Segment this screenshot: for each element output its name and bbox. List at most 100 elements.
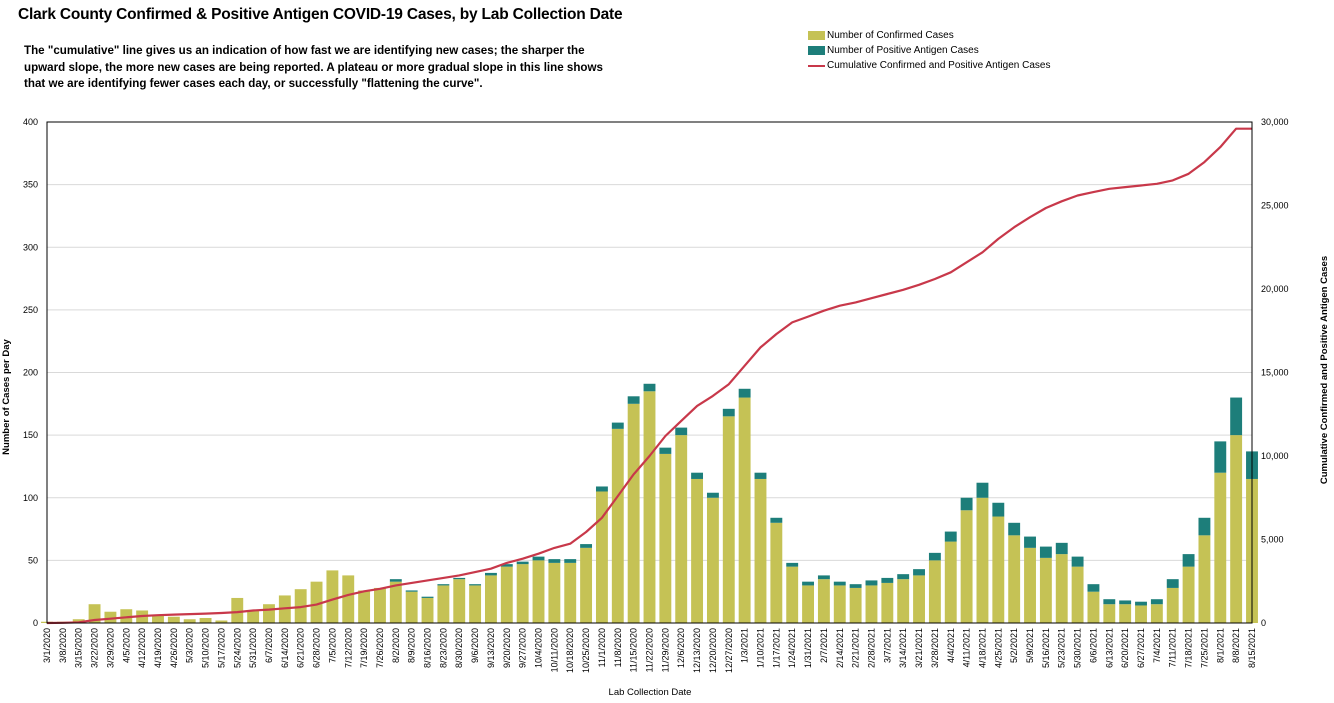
bar-confirmed	[263, 604, 275, 623]
x-tick-label: 7/26/2020	[375, 628, 385, 668]
bar-antigen	[500, 564, 513, 567]
y2-tick-label: 5,000	[1261, 535, 1284, 545]
bar-confirmed	[1087, 591, 1100, 623]
x-tick-label: 4/18/2021	[977, 628, 987, 668]
x-tick-label: 4/26/2020	[169, 628, 179, 668]
bar-antigen	[833, 581, 846, 586]
x-tick-label: 11/29/2020	[660, 628, 670, 672]
x-tick-label: 5/17/2020	[216, 628, 226, 668]
bar-confirmed	[691, 478, 704, 623]
bar-confirmed	[453, 579, 466, 623]
x-tick-label: 5/10/2020	[201, 628, 211, 668]
x-tick-label: 11/8/2020	[613, 628, 623, 667]
x-tick-label: 3/29/2020	[105, 628, 115, 668]
bar-confirmed	[1071, 566, 1084, 623]
bar-confirmed	[913, 575, 925, 623]
legend-label-cumulative: Cumulative Confirmed and Positive Antige…	[827, 60, 1051, 71]
y-tick-label: 250	[23, 305, 38, 315]
legend-swatch-confirmed	[808, 31, 825, 40]
y2-tick-label: 30,000	[1261, 117, 1289, 127]
bar-antigen	[532, 556, 545, 561]
bar-confirmed	[1008, 535, 1021, 623]
bar-antigen	[691, 472, 704, 479]
y-tick-label: 0	[33, 618, 38, 628]
bar-confirmed	[358, 590, 371, 623]
bar-confirmed	[120, 609, 133, 623]
x-tick-label: 4/5/2020	[121, 628, 131, 663]
bar-antigen	[405, 590, 418, 592]
bar-confirmed	[928, 560, 941, 623]
bar-confirmed	[1166, 587, 1179, 623]
x-tick-label: 3/21/2021	[914, 628, 924, 668]
x-tick-label: 5/24/2020	[232, 628, 242, 668]
bar-antigen	[1150, 599, 1163, 605]
bar-confirmed	[469, 585, 482, 623]
bar-confirmed	[215, 620, 228, 623]
y2-tick-label: 20,000	[1261, 284, 1289, 294]
x-tick-label: 3/7/2021	[882, 628, 892, 663]
x-tick-label: 9/27/2020	[518, 628, 528, 668]
bar-confirmed	[516, 564, 529, 623]
bar-confirmed	[231, 597, 244, 623]
bar-confirmed	[643, 391, 656, 623]
bar-antigen	[1071, 556, 1084, 567]
bar-confirmed	[1135, 605, 1147, 623]
x-tick-label: 8/2/2020	[391, 628, 401, 663]
bar-confirmed	[580, 547, 593, 623]
bar-confirmed	[786, 566, 799, 623]
x-axis-label: Lab Collection Date	[609, 687, 692, 698]
plot-frame	[46, 121, 1253, 624]
x-tick-label: 2/21/2021	[851, 628, 861, 668]
bar-antigen	[786, 562, 799, 567]
chart-title: Clark County Confirmed & Positive Antige…	[18, 6, 623, 23]
bar-confirmed	[675, 435, 688, 623]
x-tick-label: 11/15/2020	[629, 628, 639, 672]
bar-confirmed	[881, 582, 894, 623]
bar-antigen	[453, 577, 466, 580]
x-tick-label: 3/28/2021	[930, 628, 940, 668]
x-tick-label: 3/14/2021	[898, 628, 908, 668]
bar-confirmed	[802, 585, 814, 623]
bar-confirmed	[342, 575, 355, 623]
chart-description: The "cumulative" line gives us an indica…	[24, 44, 603, 90]
bar-antigen	[643, 383, 656, 392]
y-tick-label: 300	[23, 242, 38, 252]
legend-swatch-cumulative	[808, 64, 825, 67]
x-tick-label: 12/20/2020	[708, 628, 718, 673]
legend-label-antigen: Number of Positive Antigen Cases	[827, 45, 979, 56]
x-tick-label: 5/30/2021	[1073, 628, 1083, 668]
bar-confirmed	[1103, 604, 1116, 623]
bar-antigen	[469, 584, 482, 586]
bar-antigen	[1055, 542, 1068, 555]
x-tick-label: 2/7/2021	[819, 628, 829, 663]
bar-antigen	[881, 577, 894, 583]
x-tick-label: 6/27/2021	[1136, 628, 1146, 668]
bar-confirmed	[738, 397, 751, 623]
bar-confirmed	[897, 579, 910, 623]
bar-antigen	[1182, 554, 1195, 567]
bar-antigen	[770, 517, 783, 523]
bar-confirmed	[1198, 535, 1211, 623]
legend-item-antigen: Number of Positive Antigen Cases	[808, 43, 1050, 58]
bar-antigen	[738, 388, 751, 398]
bar-antigen	[1135, 601, 1147, 606]
y2-axis-label: Cumulative Confirmed and Positive Antige…	[1319, 256, 1330, 484]
x-tick-label: 10/11/2020	[549, 628, 559, 672]
bar-confirmed	[976, 497, 989, 623]
bar-confirmed	[706, 497, 719, 623]
bar-confirmed	[405, 591, 418, 623]
x-tick-label: 10/4/2020	[534, 628, 544, 668]
bar-confirmed	[944, 541, 957, 623]
bar-antigen	[1103, 599, 1116, 605]
x-tick-label: 5/2/2021	[1009, 628, 1019, 663]
bar-confirmed	[1182, 566, 1195, 623]
x-tick-label: 6/28/2020	[312, 628, 322, 668]
x-tick-label: 5/9/2021	[1025, 628, 1035, 663]
x-tick-label: 8/8/2021	[1231, 628, 1241, 663]
bar-antigen	[754, 472, 767, 479]
x-tick-label: 6/20/2021	[1120, 628, 1130, 668]
bar-confirmed	[500, 566, 513, 623]
bar-confirmed	[960, 510, 973, 623]
bar-confirmed	[817, 579, 830, 623]
